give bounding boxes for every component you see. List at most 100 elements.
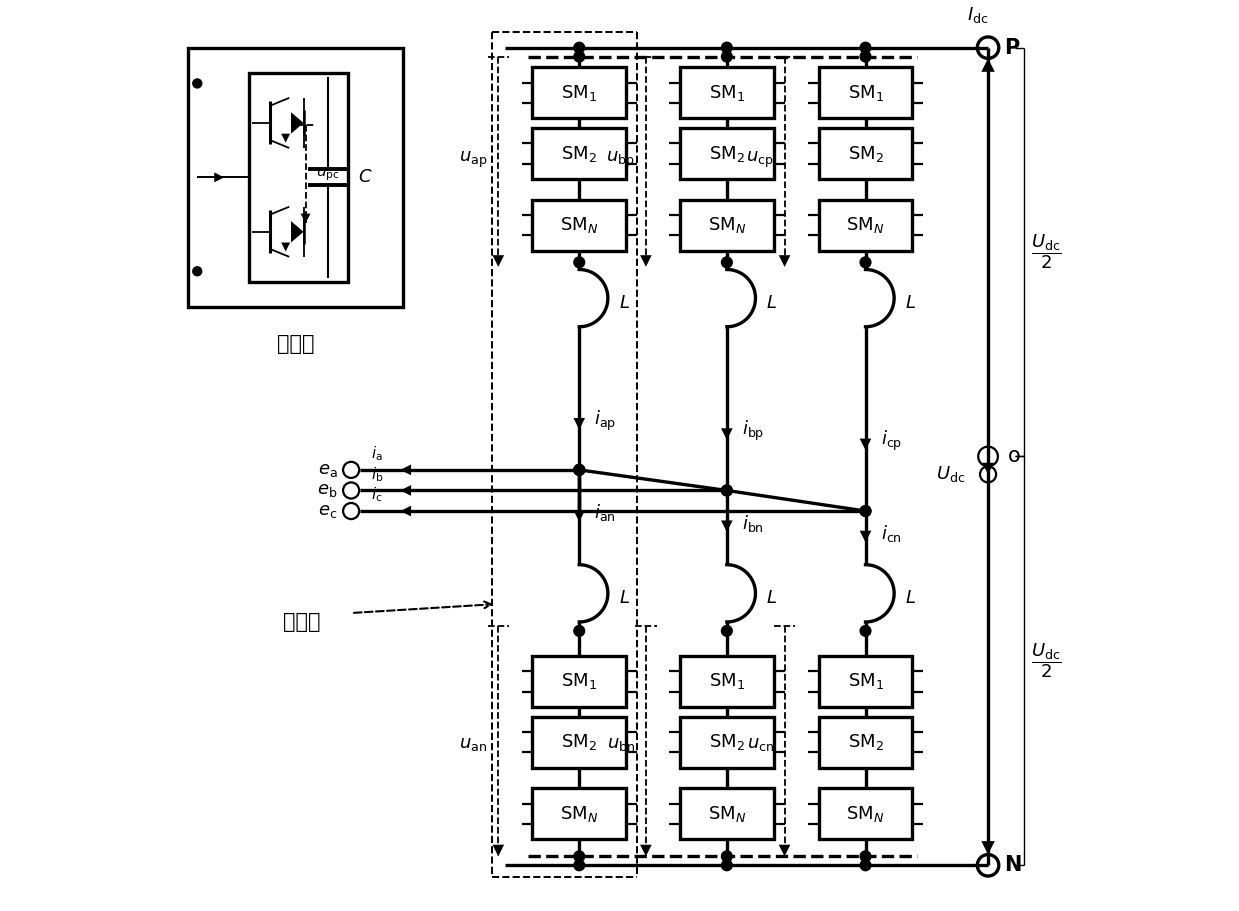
Bar [680, 200, 774, 251]
Circle shape [574, 257, 585, 268]
Bar [819, 200, 912, 251]
Text: SM$_N$: SM$_N$ [560, 804, 598, 824]
Text: 相单元: 相单元 [284, 612, 321, 632]
Circle shape [860, 42, 871, 53]
Text: $u_{\rm cn}$: $u_{\rm cn}$ [747, 734, 774, 752]
Text: $u_{\rm cp}$: $u_{\rm cp}$ [746, 149, 774, 169]
Bar [533, 67, 626, 118]
Bar [819, 67, 912, 118]
Polygon shape [281, 242, 290, 251]
Bar [533, 200, 626, 251]
Polygon shape [981, 58, 995, 72]
Circle shape [721, 485, 732, 496]
Polygon shape [291, 221, 304, 242]
Polygon shape [492, 255, 504, 267]
Text: $i_{\rm cn}$: $i_{\rm cn}$ [881, 523, 902, 544]
Text: SM$_N$: SM$_N$ [846, 804, 885, 824]
Polygon shape [492, 844, 504, 856]
Text: $i_{\rm cp}$: $i_{\rm cp}$ [881, 429, 902, 454]
Circle shape [721, 42, 732, 53]
Text: SM$_2$: SM$_2$ [709, 144, 745, 164]
Bar [680, 788, 774, 839]
Circle shape [860, 626, 871, 636]
Bar [819, 717, 912, 768]
Text: SM$_N$: SM$_N$ [707, 215, 746, 235]
Circle shape [721, 257, 732, 268]
Circle shape [574, 465, 585, 476]
Text: $u_{\rm an}$: $u_{\rm an}$ [460, 734, 488, 752]
Bar [533, 128, 626, 179]
Polygon shape [301, 213, 311, 223]
Text: P: P [1004, 37, 1020, 57]
Text: $C$: $C$ [358, 169, 373, 187]
Polygon shape [574, 418, 585, 430]
Text: $L$: $L$ [904, 293, 916, 312]
Bar [249, 73, 348, 282]
Text: o: o [1007, 446, 1021, 466]
Text: SM$_1$: SM$_1$ [709, 671, 745, 691]
Text: SM$_N$: SM$_N$ [846, 215, 885, 235]
Text: SM$_N$: SM$_N$ [560, 215, 598, 235]
Text: $u_{\rm bn}$: $u_{\rm bn}$ [607, 734, 636, 752]
Text: $L$: $L$ [766, 589, 777, 607]
Text: $\dfrac{U_{\rm dc}}{2}$: $\dfrac{U_{\rm dc}}{2}$ [1031, 232, 1062, 271]
Text: SM$_2$: SM$_2$ [847, 732, 883, 752]
Bar [680, 128, 774, 179]
Polygon shape [641, 255, 652, 267]
Circle shape [574, 42, 585, 53]
Circle shape [860, 506, 871, 517]
Text: SM$_1$: SM$_1$ [561, 671, 597, 691]
Text: SM$_1$: SM$_1$ [709, 83, 745, 103]
Circle shape [721, 851, 732, 862]
Text: $u_{\rm pc}$: $u_{\rm pc}$ [316, 166, 339, 183]
Text: SM$_2$: SM$_2$ [709, 732, 745, 752]
Polygon shape [641, 844, 652, 856]
Circle shape [860, 860, 871, 871]
Circle shape [721, 626, 732, 636]
Text: SM$_1$: SM$_1$ [847, 671, 883, 691]
Bar [533, 788, 626, 839]
Circle shape [721, 485, 732, 496]
Bar [188, 47, 403, 307]
Polygon shape [721, 520, 732, 532]
Circle shape [860, 851, 871, 862]
Text: $L$: $L$ [618, 589, 629, 607]
Text: $\dfrac{U_{\rm dc}}{2}$: $\dfrac{U_{\rm dc}}{2}$ [1031, 641, 1062, 681]
Polygon shape [721, 428, 732, 440]
Text: $i_{\rm ap}$: $i_{\rm ap}$ [595, 409, 617, 433]
Bar [533, 656, 626, 707]
Bar [680, 717, 774, 768]
Text: $e_{\rm c}$: $e_{\rm c}$ [318, 502, 338, 520]
Text: $i_{\rm bp}$: $i_{\rm bp}$ [742, 419, 764, 443]
Polygon shape [860, 531, 871, 542]
Polygon shape [400, 506, 411, 517]
Circle shape [574, 465, 585, 476]
Circle shape [860, 257, 871, 268]
Circle shape [574, 626, 585, 636]
Text: SM$_1$: SM$_1$ [561, 83, 597, 103]
Circle shape [574, 465, 585, 476]
Text: $i_{\rm c}$: $i_{\rm c}$ [370, 486, 383, 505]
Text: SM$_1$: SM$_1$ [847, 83, 883, 103]
Bar [819, 656, 912, 707]
Bar [819, 128, 912, 179]
Bar [533, 717, 626, 768]
Text: 子模块: 子模块 [278, 334, 315, 353]
Text: $U_{\rm dc}$: $U_{\rm dc}$ [937, 465, 965, 485]
Circle shape [574, 860, 585, 871]
Text: SM$_2$: SM$_2$ [561, 144, 597, 164]
Polygon shape [860, 438, 871, 450]
Polygon shape [281, 134, 290, 143]
Circle shape [193, 267, 202, 276]
Text: SM$_2$: SM$_2$ [561, 732, 597, 752]
Polygon shape [574, 510, 585, 522]
Text: $L$: $L$ [618, 293, 629, 312]
Bar [680, 656, 774, 707]
Text: $e_{\rm a}$: $e_{\rm a}$ [318, 461, 338, 479]
Text: SM$_N$: SM$_N$ [707, 804, 746, 824]
Polygon shape [983, 463, 994, 475]
Polygon shape [779, 844, 790, 856]
Bar [680, 67, 774, 118]
Text: $i_{\rm b}$: $i_{\rm b}$ [370, 465, 383, 484]
Polygon shape [400, 465, 411, 476]
